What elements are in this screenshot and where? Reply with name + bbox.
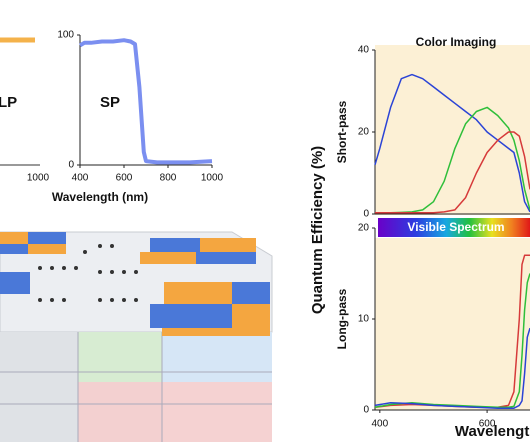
chart-title: Color Imaging	[416, 35, 497, 49]
x-tick-label: 400	[72, 173, 89, 184]
series-line	[374, 73, 530, 213]
shared-y-label: Quantum Efficiency (%)	[309, 146, 326, 314]
x-tick-label: 1000	[201, 173, 224, 184]
y-tick-label: 20	[358, 223, 370, 234]
y-tick-label: 40	[358, 45, 370, 56]
panel-background	[375, 45, 530, 215]
y-tick-label: 0	[363, 209, 369, 220]
chart-title: SP	[100, 94, 120, 111]
y-tick-label: 20	[358, 127, 370, 138]
series-line	[374, 273, 530, 409]
x-axis-label: Wavelength (nm)	[52, 190, 148, 204]
y-axis-label: Short-pass	[335, 100, 349, 163]
lp-tick-label: 1000	[27, 173, 50, 184]
series-line	[78, 38, 213, 165]
y-tick-label: 0	[363, 405, 369, 416]
series-line	[374, 327, 530, 409]
x-tick-label: 800	[160, 173, 177, 184]
visible-spectrum-bar	[378, 218, 530, 237]
y-axis-label: Long-pass	[335, 288, 349, 349]
x-tick-label: 600	[116, 173, 133, 184]
y-tick-label: 100	[57, 30, 74, 41]
x-tick-label: 400	[371, 419, 388, 430]
lp-label: LP	[0, 94, 17, 111]
x-axis-label: Wavelength (nm)	[455, 423, 530, 440]
y-tick-label: 10	[358, 314, 370, 325]
panel-background	[375, 238, 530, 410]
y-tick-label: 0	[68, 160, 74, 171]
device-illustration	[0, 231, 273, 442]
x-tick-label: 600	[479, 419, 496, 430]
spectrum-label: Visible Spectrum	[407, 220, 504, 234]
series-line	[375, 131, 530, 214]
